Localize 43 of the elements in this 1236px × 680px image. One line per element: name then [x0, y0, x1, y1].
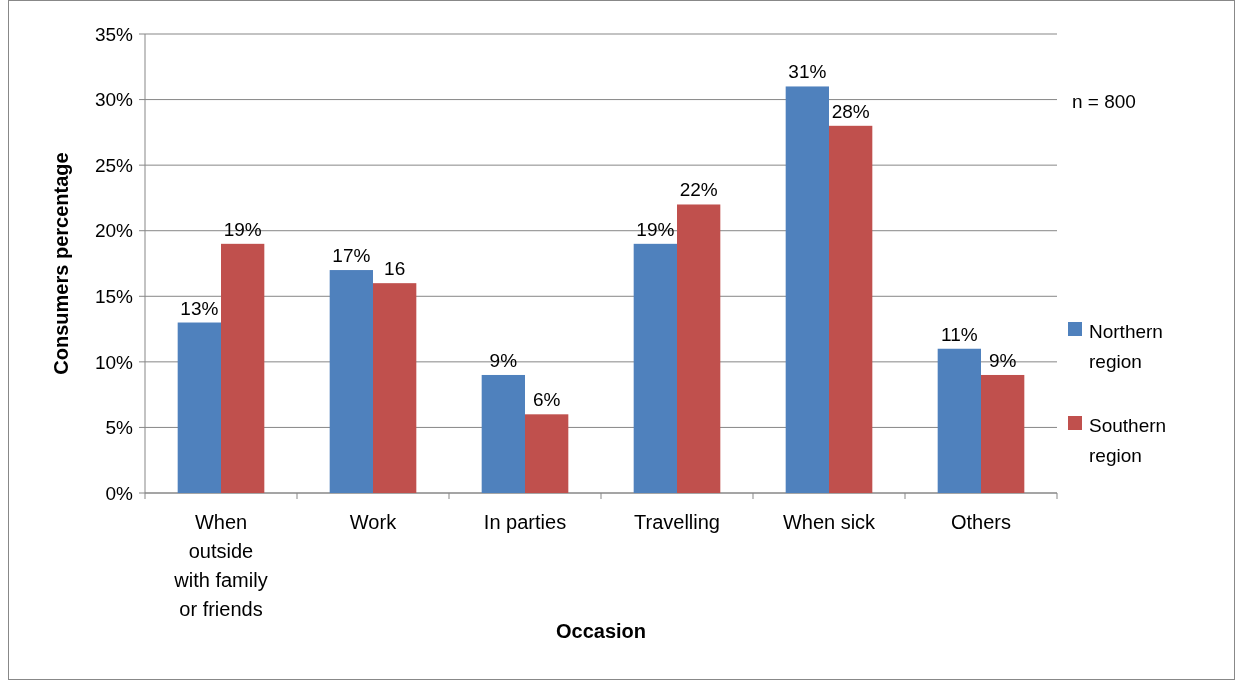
y-tick-label: 0%	[105, 482, 134, 504]
data-label: 9%	[489, 349, 518, 371]
bar	[373, 283, 417, 493]
data-label: 16	[384, 258, 406, 280]
data-label: 6%	[532, 389, 561, 411]
y-tick-label: 10%	[94, 351, 134, 373]
x-tick-label: Work	[349, 511, 398, 533]
data-label: 19%	[223, 218, 262, 240]
bar	[481, 374, 525, 493]
data-label: 17%	[332, 245, 371, 267]
bar	[525, 414, 569, 493]
x-tick-label: Travelling	[634, 511, 720, 533]
y-tick-label: 15%	[94, 285, 134, 307]
x-tick-label: When sick	[782, 511, 877, 533]
bar	[981, 374, 1025, 493]
y-tick-label: 30%	[94, 89, 134, 111]
bar	[937, 348, 981, 493]
bar	[177, 322, 221, 493]
data-label: 13%	[180, 297, 219, 319]
x-tick-label: When outside with family or friends	[173, 511, 268, 620]
bar	[329, 270, 373, 493]
y-axis-title: Consumers percentage	[50, 152, 72, 375]
data-label: 9%	[988, 349, 1017, 371]
data-label: 19%	[636, 218, 675, 240]
y-tick-label: 35%	[94, 23, 134, 45]
bar	[785, 86, 829, 493]
data-label: 31%	[788, 61, 827, 83]
bar	[221, 243, 265, 493]
y-tick-label: 25%	[94, 154, 134, 176]
data-label: 22%	[679, 179, 718, 201]
bar	[829, 125, 873, 493]
y-tick-label: 5%	[105, 417, 134, 439]
x-tick-label: In parties	[483, 511, 567, 533]
bar	[677, 204, 721, 493]
data-label: 11%	[941, 323, 978, 345]
legend-label: Southern region	[1089, 415, 1167, 466]
y-tick-label: 20%	[94, 220, 134, 242]
bar	[633, 243, 677, 493]
x-tick-label: Others	[950, 511, 1012, 533]
legend-label: Northern region	[1089, 321, 1163, 372]
x-axis-title: Occasion	[555, 620, 647, 642]
data-label: 28%	[831, 100, 870, 122]
text: n = 800	[1072, 91, 1136, 112]
